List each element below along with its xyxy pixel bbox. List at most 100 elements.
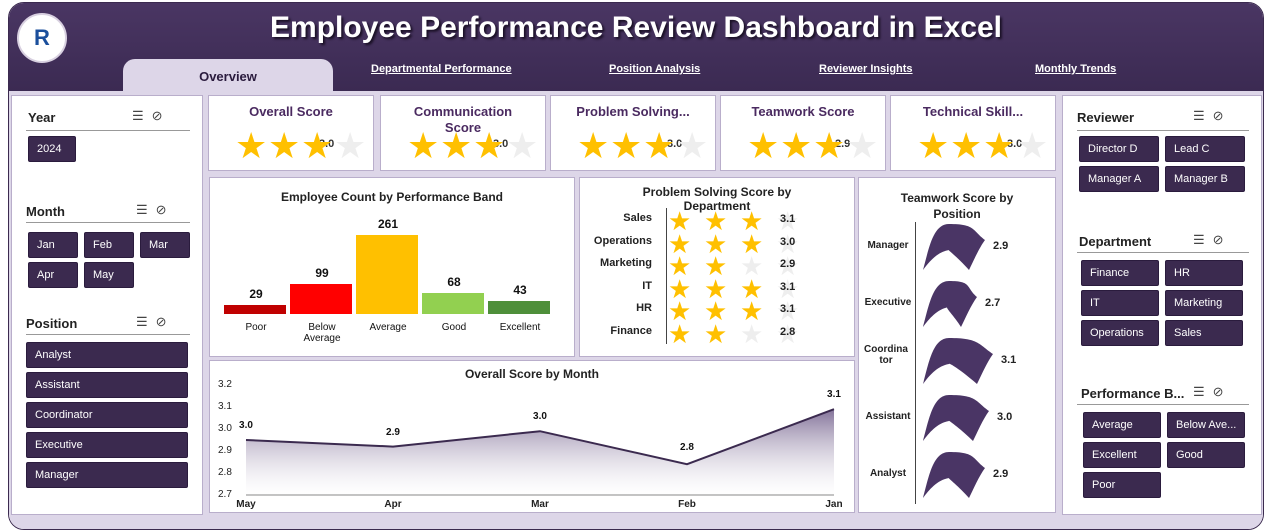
data-label: 3.0 [239, 420, 253, 431]
y-tick-label: 3.2 [218, 379, 232, 390]
department-item[interactable]: Finance [1081, 260, 1159, 286]
axis-line [666, 208, 667, 344]
star-icon: ★ [235, 125, 268, 166]
department-item[interactable]: Operations [1081, 320, 1159, 346]
star-icon: ★ [846, 125, 879, 166]
star-icon: ★ [704, 273, 728, 304]
chart-title: Overall Score by Month [464, 367, 600, 381]
star-icon: ★ [704, 318, 728, 349]
dashboard-title: Employee Performance Review Dashboard in… [270, 11, 1002, 44]
category-label: Sales [623, 212, 652, 224]
bar [356, 234, 418, 314]
department-item[interactable]: IT [1081, 290, 1159, 316]
star-icon: ★ [776, 318, 800, 349]
divider [1077, 130, 1249, 131]
x-tick-label: May [236, 499, 256, 510]
category-label: IT [642, 279, 652, 292]
data-label: 3.0 [780, 235, 796, 248]
data-label: 2.8 [780, 325, 796, 338]
star-icon: ★ [776, 296, 800, 326]
logo-text: R [34, 25, 50, 50]
category-label: Finance [610, 324, 652, 337]
tab-overview[interactable]: Overview [123, 59, 333, 93]
data-label: 3.1 [780, 303, 796, 315]
position-item-analyst[interactable]: Analyst [26, 342, 188, 368]
y-tick-label: 2.9 [218, 445, 232, 456]
star-icon: ★ [668, 228, 692, 259]
month-item-mar[interactable]: Mar [140, 232, 190, 258]
kpi-title: Teamwork Score [751, 104, 855, 119]
month-item-feb[interactable]: Feb [84, 232, 134, 258]
category-label: Below Average [303, 322, 341, 344]
tab-monthly-trends[interactable]: Monthly Trends [1035, 63, 1117, 75]
band-item[interactable]: Average [1083, 412, 1161, 438]
position-item-manager[interactable]: Manager [26, 462, 188, 488]
star-icon: ★ [776, 228, 800, 259]
star-icon: ★ [740, 273, 764, 304]
position-item-coordinator[interactable]: Coordinator [26, 402, 188, 428]
star-icon: ★ [776, 206, 800, 236]
clear-filter-icon[interactable]: ☰⊘ [1193, 108, 1232, 123]
star-icon: ★ [643, 125, 676, 166]
tab-departmental-performance[interactable]: Departmental Performance [371, 63, 512, 75]
star-icon: ★ [668, 206, 692, 236]
band-item[interactable]: Below Ave... [1167, 412, 1245, 438]
department-item[interactable]: HR [1165, 260, 1243, 286]
department-slicer-title: Department [1079, 234, 1152, 249]
bar [488, 300, 550, 314]
tab-reviewer-insights[interactable]: Reviewer Insights [819, 63, 913, 75]
band-item[interactable]: Good [1167, 442, 1245, 468]
month-item-apr[interactable]: Apr [28, 262, 78, 288]
month-item-may[interactable]: May [84, 262, 134, 288]
clear-filter-icon[interactable]: ☰⊘ [1193, 232, 1232, 247]
data-label: 99 [315, 265, 329, 280]
multi-select-icon[interactable]: ☰⊘ [132, 108, 171, 123]
bar [224, 305, 286, 314]
star-icon: ★ [334, 125, 367, 166]
data-label: 261 [377, 216, 399, 231]
month-slicer-title: Month [26, 204, 65, 219]
divider [26, 334, 190, 335]
tab-position-analysis[interactable]: Position Analysis [609, 63, 701, 75]
kpi-title: Communication Score [413, 104, 513, 135]
clear-filter-icon[interactable]: ☰⊘ [136, 314, 175, 329]
data-label: 29 [249, 287, 263, 302]
star-icon: ★ [776, 273, 800, 304]
star-icon: ★ [704, 206, 728, 236]
bar-shape [923, 395, 989, 441]
data-label: 2.9 [780, 258, 796, 270]
position-item-assistant[interactable]: Assistant [26, 372, 188, 398]
star-icon: ★ [668, 318, 692, 349]
position-chart-panel: Teamwork Score by Position Manager 2.9 Exe… [858, 177, 1056, 513]
department-item[interactable]: Sales [1165, 320, 1243, 346]
star-icon: ★ [506, 125, 539, 166]
wave-bar [923, 395, 989, 441]
data-label: 3.1 [780, 280, 796, 293]
reviewer-item[interactable]: Manager B [1165, 166, 1245, 192]
year-item[interactable]: 2024 [28, 136, 76, 162]
dept-chart-panel: Problem Solving Score by Department Sale… [579, 177, 855, 357]
kpi-card-communication: Communication Score 3.0 ★ ★ ★ ★ [380, 95, 546, 171]
reviewer-item[interactable]: Manager A [1079, 166, 1159, 192]
bar-shape [923, 338, 993, 384]
reviewer-item[interactable]: Lead C [1165, 136, 1245, 162]
data-label: 3.0 [997, 411, 1013, 423]
month-item-jan[interactable]: Jan [28, 232, 78, 258]
band-item[interactable]: Poor [1083, 472, 1161, 498]
kpi-value: 3.0 [667, 138, 683, 150]
position-item-executive[interactable]: Executive [26, 432, 188, 458]
star-icon: ★ [704, 296, 728, 326]
clear-filter-icon[interactable]: ☰⊘ [1193, 384, 1232, 399]
category-label: Analyst [869, 468, 907, 479]
department-item[interactable]: Marketing [1165, 290, 1243, 316]
clear-filter-icon[interactable]: ☰⊘ [136, 202, 175, 217]
bar-shape [923, 224, 985, 270]
data-label: 3.1 [1001, 354, 1017, 366]
kpi-value: 3.0 [493, 138, 509, 150]
star-icon: ★ [668, 296, 692, 326]
reviewer-item[interactable]: Director D [1079, 136, 1159, 162]
series-line [245, 408, 835, 466]
star-icon: ★ [577, 125, 610, 166]
band-item[interactable]: Excellent [1083, 442, 1161, 468]
divider [26, 222, 190, 223]
